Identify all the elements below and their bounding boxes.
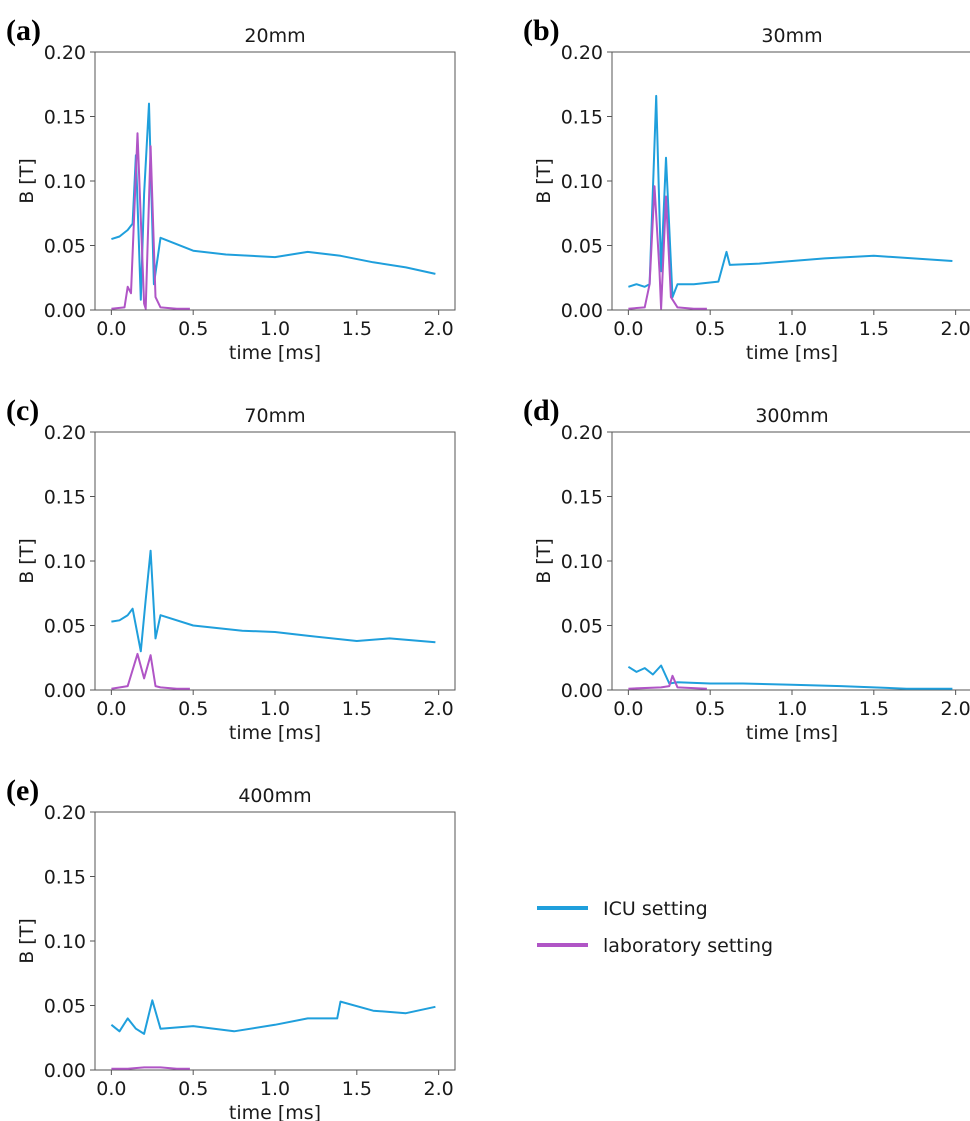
series-line-laboratory [628, 674, 707, 690]
x-tick-label: 0.0 [613, 318, 643, 340]
series-line-icu [628, 94, 953, 299]
y-tick-label: 0.05 [44, 616, 86, 638]
x-axis-label: time [ms] [746, 342, 838, 364]
series-line-laboratory [628, 185, 707, 310]
panel-letter: (d) [523, 394, 560, 427]
y-tick-label: 0.15 [561, 487, 603, 509]
y-tick-label: 0.00 [561, 300, 603, 322]
y-tick-label: 0.20 [44, 42, 86, 64]
legend: ICU setting laboratory setting [537, 898, 773, 957]
x-tick-label: 2.0 [941, 318, 970, 340]
y-axis-label: B [T] [16, 158, 38, 204]
chart-panel-2: 0.00 0.05 0.10 0.15 0.20 0.0 0.5 1.0 1.5 2.0 time … [6, 394, 456, 744]
x-tick-label: 0.0 [96, 1078, 126, 1100]
y-tick-label: 0.10 [44, 171, 86, 193]
y-tick-label: 0.10 [561, 171, 603, 193]
panel-letter: (b) [523, 14, 560, 47]
series-line-laboratory [111, 132, 190, 310]
chart-panel-3: 0.00 0.05 0.10 0.15 0.20 0.0 0.5 1.0 1.5 2.0 time … [523, 394, 970, 744]
series-line-laboratory [111, 652, 190, 690]
y-tick-label: 0.15 [44, 867, 86, 889]
panel-title: 70mm [244, 405, 305, 427]
panel-title: 300mm [755, 405, 828, 427]
y-tick-label: 0.10 [44, 551, 86, 573]
y-tick-label: 0.15 [44, 107, 86, 129]
chart-panel-0: 0.00 0.05 0.10 0.15 0.20 0.0 0.5 1.0 1.5 2.0 time … [6, 14, 456, 364]
y-tick-label: 0.20 [561, 422, 603, 444]
x-tick-label: 0.5 [178, 318, 208, 340]
x-axis-label: time [ms] [229, 722, 321, 744]
y-tick-label: 0.00 [561, 680, 603, 702]
x-tick-label: 0.5 [178, 1078, 208, 1100]
x-tick-label: 1.0 [260, 1078, 290, 1100]
chart-panel-4: 0.00 0.05 0.10 0.15 0.20 0.0 0.5 1.0 1.5 2.0 time … [6, 774, 456, 1121]
y-tick-label: 0.05 [561, 236, 603, 258]
y-tick-label: 0.20 [44, 802, 86, 824]
y-tick-label: 0.05 [44, 236, 86, 258]
x-tick-label: 1.5 [859, 698, 889, 720]
series-line-laboratory [111, 1066, 190, 1070]
plot-frame [94, 811, 456, 1071]
y-tick-label: 0.15 [44, 487, 86, 509]
y-tick-label: 0.10 [561, 551, 603, 573]
x-tick-label: 0.0 [96, 698, 126, 720]
panel-title: 30mm [761, 25, 822, 47]
panel-letter: (a) [6, 14, 41, 47]
chart-panels: 0.00 0.05 0.10 0.15 0.20 0.0 0.5 1.0 1.5 2.0 time … [6, 14, 970, 1121]
legend-label-laboratory: laboratory setting [603, 935, 773, 957]
x-tick-label: 1.5 [342, 318, 372, 340]
x-tick-label: 0.0 [613, 698, 643, 720]
x-tick-label: 0.5 [178, 698, 208, 720]
x-tick-label: 1.5 [342, 698, 372, 720]
y-axis-label: B [T] [533, 158, 555, 204]
x-tick-label: 1.5 [859, 318, 889, 340]
y-axis-label: B [T] [533, 538, 555, 584]
x-tick-label: 2.0 [941, 698, 970, 720]
y-tick-label: 0.05 [44, 996, 86, 1018]
y-axis-label: B [T] [16, 918, 38, 964]
y-tick-label: 0.20 [44, 422, 86, 444]
chart-panel-1: 0.00 0.05 0.10 0.15 0.20 0.0 0.5 1.0 1.5 2.0 time … [523, 14, 970, 364]
panel-letter: (e) [6, 774, 39, 807]
x-axis-label: time [ms] [746, 722, 838, 744]
y-tick-label: 0.00 [44, 680, 86, 702]
panel-letter: (c) [6, 394, 39, 427]
series-line-icu [110, 999, 436, 1035]
series-line-icu [111, 549, 436, 653]
y-tick-label: 0.10 [44, 931, 86, 953]
x-tick-label: 1.0 [260, 318, 290, 340]
x-tick-label: 2.0 [424, 318, 454, 340]
y-axis-label: B [T] [16, 538, 38, 584]
x-axis-label: time [ms] [229, 342, 321, 364]
y-tick-label: 0.00 [44, 300, 86, 322]
legend-label-icu: ICU setting [603, 898, 708, 920]
y-tick-label: 0.15 [561, 107, 603, 129]
x-tick-label: 2.0 [424, 698, 454, 720]
x-tick-label: 1.0 [260, 698, 290, 720]
series-line-icu [627, 664, 953, 690]
x-tick-label: 1.5 [342, 1078, 372, 1100]
y-tick-label: 0.05 [561, 616, 603, 638]
x-tick-label: 2.0 [424, 1078, 454, 1100]
panel-title: 400mm [238, 785, 311, 807]
x-tick-label: 0.0 [96, 318, 126, 340]
x-tick-label: 0.5 [695, 318, 725, 340]
plot-frame [611, 431, 970, 691]
panel-title: 20mm [244, 25, 305, 47]
x-tick-label: 0.5 [695, 698, 725, 720]
x-axis-label: time [ms] [229, 1102, 321, 1121]
y-tick-label: 0.20 [561, 42, 603, 64]
series-line-icu [111, 102, 436, 301]
x-tick-label: 1.0 [777, 698, 807, 720]
y-tick-label: 0.00 [44, 1060, 86, 1082]
x-tick-label: 1.0 [777, 318, 807, 340]
